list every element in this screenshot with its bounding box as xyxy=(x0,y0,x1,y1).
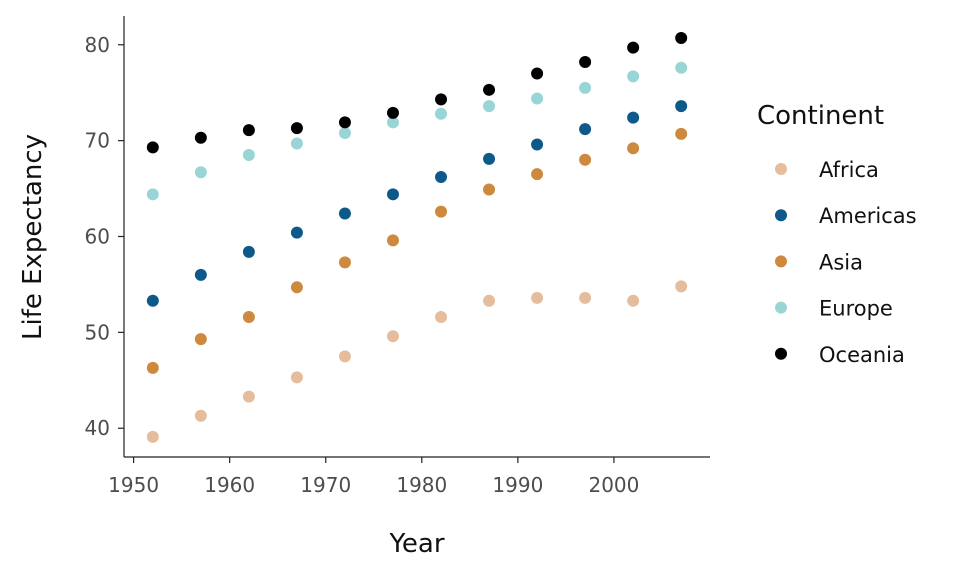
legend-title: Continent xyxy=(757,101,884,131)
legend-key-oceania xyxy=(775,347,787,360)
data-point-oceania xyxy=(627,41,640,54)
data-point-oceania xyxy=(290,122,303,135)
data-point-asia xyxy=(338,256,351,269)
y-tick-label: 80 xyxy=(85,33,110,57)
y-axis-title: Life Expectancy xyxy=(18,134,48,340)
x-tick-label: 1950 xyxy=(108,473,159,497)
x-tick-label: 1960 xyxy=(204,473,255,497)
data-point-americas xyxy=(290,226,303,239)
data-point-europe xyxy=(579,81,592,94)
data-point-africa xyxy=(435,311,448,324)
data-point-oceania xyxy=(194,131,207,144)
series-oceania xyxy=(146,32,688,154)
data-point-europe xyxy=(338,126,351,139)
data-point-europe xyxy=(386,116,399,129)
data-point-americas xyxy=(194,268,207,281)
legend-label-europe: Europe xyxy=(819,297,893,321)
data-point-europe xyxy=(675,61,688,74)
data-point-asia xyxy=(627,142,640,155)
data-point-africa xyxy=(675,280,688,293)
data-point-oceania xyxy=(579,56,592,69)
data-point-oceania xyxy=(338,116,351,129)
legend-label-africa: Africa xyxy=(819,158,879,182)
legend-label-americas: Americas xyxy=(819,204,917,228)
data-point-europe xyxy=(242,149,255,162)
x-axis-ticks: 1950 1960 1970 1980 1990 2000 xyxy=(108,457,639,497)
data-point-asia xyxy=(242,311,255,324)
data-point-asia xyxy=(579,153,592,166)
data-points xyxy=(146,32,688,443)
data-point-africa xyxy=(146,430,159,443)
data-point-africa xyxy=(531,291,544,304)
data-point-americas xyxy=(531,138,544,151)
data-point-asia xyxy=(531,168,544,181)
series-europe xyxy=(146,61,688,201)
data-point-africa xyxy=(579,291,592,304)
data-point-oceania xyxy=(386,106,399,119)
data-point-africa xyxy=(290,371,303,384)
data-point-africa xyxy=(386,330,399,343)
data-point-asia xyxy=(146,361,159,374)
legend-label-oceania: Oceania xyxy=(819,343,905,367)
data-point-americas xyxy=(386,188,399,201)
y-tick-label: 50 xyxy=(85,320,110,344)
data-point-oceania xyxy=(483,83,496,96)
y-axis-ticks: 40 50 60 70 80 xyxy=(85,33,124,440)
legend-key-europe xyxy=(775,301,787,314)
data-point-africa xyxy=(627,294,640,307)
data-point-oceania xyxy=(146,141,159,154)
data-point-oceania xyxy=(435,93,448,106)
data-point-europe xyxy=(531,92,544,105)
data-point-europe xyxy=(435,107,448,120)
data-point-americas xyxy=(242,245,255,258)
data-point-americas xyxy=(675,100,688,113)
x-tick-label: 2000 xyxy=(588,473,639,497)
data-point-europe xyxy=(194,166,207,179)
legend-key-asia xyxy=(775,255,787,268)
data-point-asia xyxy=(386,234,399,247)
data-point-europe xyxy=(627,70,640,83)
data-point-oceania xyxy=(242,124,255,137)
data-point-europe xyxy=(483,100,496,113)
data-point-americas xyxy=(579,123,592,136)
data-point-americas xyxy=(338,207,351,220)
data-point-americas xyxy=(435,171,448,184)
legend: Continent Africa Americas Asia Europe Oceani… xyxy=(757,101,917,367)
legend-label-asia: Asia xyxy=(819,250,863,274)
x-tick-label: 1970 xyxy=(300,473,351,497)
data-point-asia xyxy=(675,127,688,140)
x-tick-label: 1980 xyxy=(396,473,447,497)
legend-key-africa xyxy=(775,163,787,175)
plot-area: 1950 1960 1970 1980 1990 2000 40 50 60 70 80 xyxy=(85,16,710,497)
data-point-asia xyxy=(483,183,496,196)
data-point-europe xyxy=(146,188,159,201)
data-point-asia xyxy=(435,205,448,218)
data-point-asia xyxy=(194,333,207,346)
legend-items: Africa Americas Asia Europe Oceania xyxy=(775,158,917,367)
y-tick-label: 60 xyxy=(85,225,110,249)
y-tick-label: 70 xyxy=(85,129,110,153)
data-point-asia xyxy=(290,281,303,294)
data-point-europe xyxy=(290,137,303,150)
data-point-americas xyxy=(627,111,640,124)
series-africa xyxy=(146,280,688,443)
data-point-africa xyxy=(483,294,496,307)
data-point-africa xyxy=(338,350,351,363)
series-americas xyxy=(146,100,688,307)
data-point-americas xyxy=(146,294,159,307)
data-point-oceania xyxy=(675,32,688,45)
data-point-africa xyxy=(194,409,207,422)
series-asia xyxy=(146,127,688,374)
legend-key-americas xyxy=(775,209,787,222)
x-axis-title: Year xyxy=(388,529,444,559)
y-tick-label: 40 xyxy=(85,416,110,440)
data-point-africa xyxy=(242,390,255,403)
data-point-americas xyxy=(483,152,496,165)
x-tick-label: 1990 xyxy=(492,473,543,497)
data-point-oceania xyxy=(531,67,544,80)
